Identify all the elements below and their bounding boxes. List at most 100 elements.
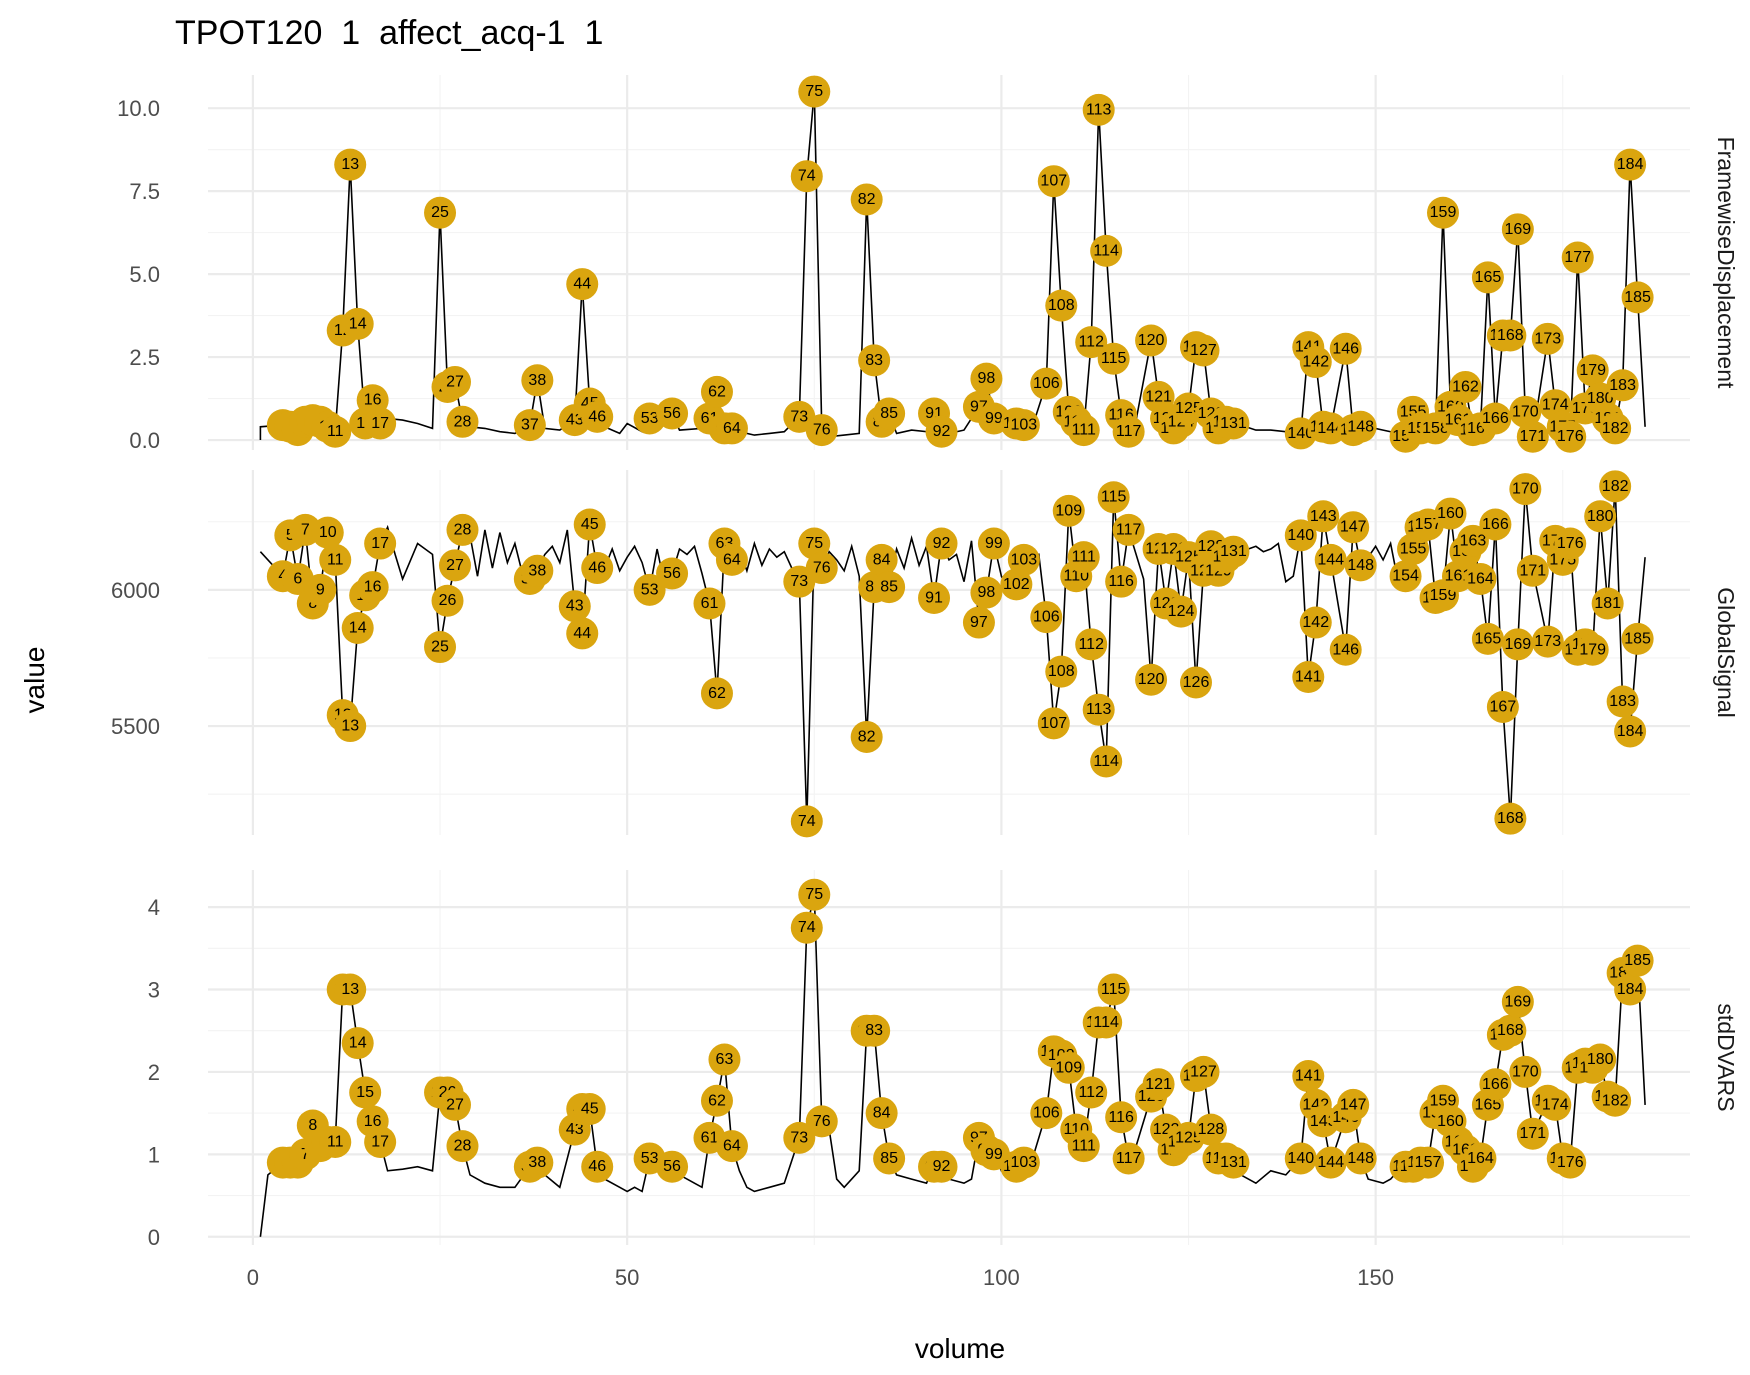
data-point xyxy=(1584,500,1617,533)
data-point xyxy=(1142,1068,1175,1101)
data-label: 166 xyxy=(1482,516,1509,533)
data-label: 164 xyxy=(1467,570,1494,587)
data-point xyxy=(1606,369,1639,402)
data-label: 159 xyxy=(1430,1092,1457,1109)
data-point xyxy=(1621,944,1654,977)
data-point xyxy=(798,75,831,108)
data-label: 13 xyxy=(341,981,359,998)
data-label: 13 xyxy=(341,718,359,735)
data-label: 173 xyxy=(1534,633,1561,650)
data-label: 143 xyxy=(1310,508,1337,525)
data-label: 165 xyxy=(1475,1096,1502,1113)
data-label: 62 xyxy=(708,1092,726,1109)
data-label: 179 xyxy=(1579,641,1606,658)
data-label: 103 xyxy=(1010,1154,1037,1171)
data-label: 117 xyxy=(1116,521,1142,538)
data-point xyxy=(1479,1068,1512,1101)
data-label: 64 xyxy=(723,1138,741,1155)
data-label: 46 xyxy=(588,1158,606,1175)
data-label: 11 xyxy=(327,1133,344,1150)
data-point xyxy=(1516,420,1549,453)
data-label: 158 xyxy=(1422,420,1449,437)
data-point xyxy=(1584,1043,1617,1076)
data-label: 155 xyxy=(1400,540,1427,557)
data-label: 106 xyxy=(1033,375,1060,392)
data-point xyxy=(1576,354,1609,387)
data-label: 160 xyxy=(1437,505,1464,522)
data-point xyxy=(1501,213,1534,246)
data-point xyxy=(439,1088,471,1121)
data-label: 125 xyxy=(1175,1129,1202,1146)
data-point xyxy=(918,582,951,615)
data-point xyxy=(1067,1130,1100,1163)
data-label: 53 xyxy=(641,1150,659,1167)
data-point xyxy=(1494,802,1527,835)
data-point xyxy=(700,375,733,408)
data-point xyxy=(1030,601,1063,634)
data-label: 182 xyxy=(1602,1092,1629,1109)
data-label: 144 xyxy=(1317,1154,1344,1171)
data-label: 43 xyxy=(566,598,584,615)
data-point xyxy=(439,549,471,582)
data-label: 99 xyxy=(985,1146,1003,1163)
y-tick-label: 5500 xyxy=(111,714,160,739)
data-point xyxy=(1509,1055,1542,1088)
y-tick-label: 0 xyxy=(148,1225,160,1250)
x-tick-label: 100 xyxy=(983,1265,1020,1290)
data-point xyxy=(1082,93,1115,126)
data-label: 177 xyxy=(1564,249,1591,266)
data-label: 11 xyxy=(327,551,344,568)
data-label: 27 xyxy=(446,557,464,574)
data-point xyxy=(1082,693,1115,726)
data-point xyxy=(1090,745,1123,778)
data-point xyxy=(1599,470,1632,503)
data-point xyxy=(783,1121,816,1154)
data-label: 114 xyxy=(1093,1014,1119,1031)
data-label: 108 xyxy=(1048,297,1075,314)
data-point xyxy=(1554,1146,1587,1179)
data-point xyxy=(1299,606,1332,639)
data-point xyxy=(581,552,614,585)
data-point xyxy=(1284,1142,1317,1175)
y-tick-label: 5.0 xyxy=(129,262,160,287)
data-point xyxy=(1344,1142,1377,1175)
data-point xyxy=(798,527,831,560)
data-point xyxy=(334,973,367,1006)
data-label: 74 xyxy=(798,919,816,936)
data-label: 11 xyxy=(327,423,344,440)
data-label: 46 xyxy=(588,408,606,425)
data-label: 140 xyxy=(1287,1150,1314,1167)
data-point xyxy=(1516,1117,1549,1150)
data-point xyxy=(319,543,352,576)
data-point xyxy=(1187,1055,1220,1088)
data-point xyxy=(439,365,471,398)
data-label: 102 xyxy=(1003,576,1030,593)
data-label: 167 xyxy=(1490,698,1517,715)
data-point xyxy=(513,409,546,442)
data-point xyxy=(715,543,748,576)
data-point xyxy=(1576,633,1609,666)
data-label: 85 xyxy=(880,579,898,596)
data-point xyxy=(1554,420,1587,453)
data-label: 170 xyxy=(1512,481,1539,498)
data-label: 8 xyxy=(308,1117,317,1134)
data-point xyxy=(1539,1088,1572,1121)
data-label: 106 xyxy=(1033,1105,1060,1122)
data-label: 116 xyxy=(1108,573,1134,590)
data-point xyxy=(311,516,344,549)
data-point xyxy=(364,407,397,440)
data-point xyxy=(521,364,554,397)
data-label: 121 xyxy=(1145,388,1172,405)
data-label: 157 xyxy=(1415,516,1442,533)
data-point xyxy=(566,268,599,301)
data-label: 147 xyxy=(1340,1096,1367,1113)
data-label: 56 xyxy=(663,405,681,422)
data-label: 83 xyxy=(865,352,883,369)
data-label: 160 xyxy=(1437,1113,1464,1130)
data-label: 165 xyxy=(1475,630,1502,647)
data-point xyxy=(334,148,367,181)
data-label: 84 xyxy=(873,551,891,568)
data-point xyxy=(1509,395,1542,428)
data-label: 146 xyxy=(1332,340,1359,357)
data-label: 14 xyxy=(349,315,367,332)
